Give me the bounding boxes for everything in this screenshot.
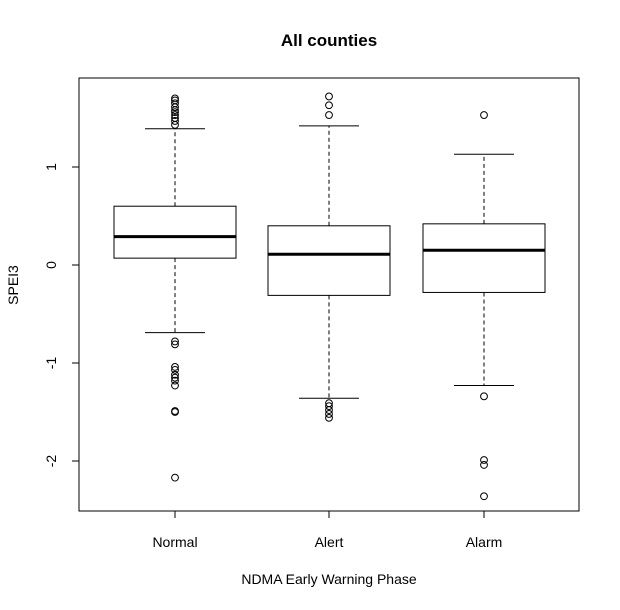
outlier-point bbox=[325, 92, 333, 101]
y-tick-label: 1 bbox=[43, 163, 59, 171]
outlier-point bbox=[171, 117, 179, 125]
outlier-point bbox=[171, 120, 179, 129]
outlier-point bbox=[325, 111, 333, 119]
y-tick-label: 0 bbox=[43, 261, 59, 269]
outlier-point bbox=[171, 94, 179, 103]
x-axis: Normal Alert Alarm bbox=[152, 511, 502, 550]
outlier-point bbox=[171, 373, 179, 382]
outlier-point bbox=[325, 101, 333, 110]
box-normal bbox=[113, 94, 237, 482]
outlier-point bbox=[325, 406, 333, 414]
outlier-point bbox=[171, 408, 179, 416]
x-axis-label: NDMA Early Warning Phase bbox=[241, 571, 417, 587]
x-tick-label: Normal bbox=[152, 534, 197, 550]
outlier-point bbox=[171, 340, 179, 349]
outlier-point bbox=[171, 473, 179, 482]
iqr-box bbox=[267, 225, 391, 296]
outlier-point bbox=[480, 392, 488, 401]
iqr-box bbox=[113, 205, 237, 259]
outlier-point bbox=[480, 492, 488, 501]
x-tick-label: Alert bbox=[315, 534, 344, 550]
iqr-box bbox=[422, 223, 546, 293]
outlier-point bbox=[171, 365, 179, 374]
outlier-point bbox=[171, 103, 179, 112]
outlier-point bbox=[325, 413, 333, 422]
outlier-point bbox=[171, 111, 179, 119]
boxes-layer bbox=[113, 92, 546, 501]
y-axis: -2 -1 0 1 bbox=[43, 163, 79, 467]
outlier-point bbox=[171, 376, 179, 385]
outlier-point bbox=[171, 108, 179, 117]
outlier-point bbox=[171, 337, 179, 346]
outlier-point bbox=[325, 410, 333, 418]
y-axis-label: SPEI3 bbox=[5, 265, 21, 305]
y-tick-label: -1 bbox=[43, 357, 59, 370]
outlier-point bbox=[480, 456, 488, 464]
y-tick-label: -2 bbox=[43, 455, 59, 468]
outlier-point bbox=[325, 402, 333, 411]
outlier-point bbox=[480, 111, 488, 119]
outlier-point bbox=[171, 370, 179, 379]
outlier-point bbox=[480, 461, 488, 469]
outlier-point bbox=[171, 106, 179, 115]
chart-title: All counties bbox=[281, 31, 377, 50]
x-tick-label: Alarm bbox=[466, 534, 503, 550]
box-alert bbox=[267, 92, 391, 422]
outlier-point bbox=[171, 381, 179, 390]
box-alarm bbox=[422, 111, 546, 501]
outlier-point bbox=[171, 363, 179, 371]
